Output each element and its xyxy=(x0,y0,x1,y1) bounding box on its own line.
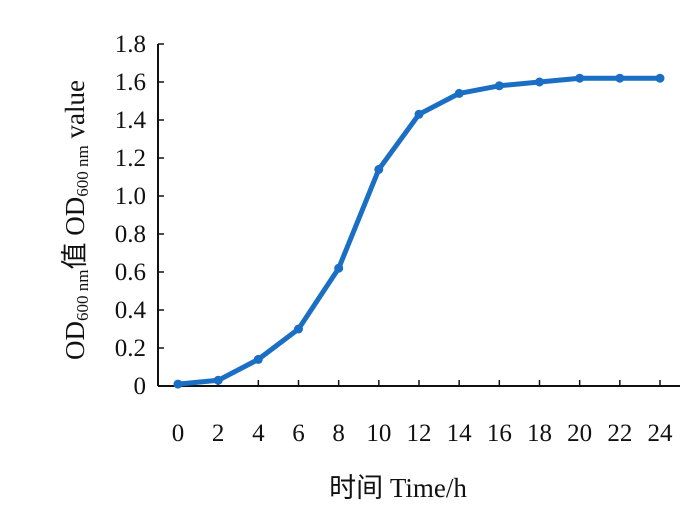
y-tick-label: 1.4 xyxy=(115,107,147,134)
x-tick-label: 20 xyxy=(567,420,592,447)
x-tick-label: 2 xyxy=(212,420,225,447)
data-point xyxy=(213,375,223,385)
y-axis-title-sub: 600 nm xyxy=(73,269,92,320)
data-point xyxy=(294,324,303,334)
data-point xyxy=(655,73,665,83)
series xyxy=(173,73,665,389)
y-tick-label: 1.8 xyxy=(115,31,146,58)
data-point xyxy=(575,73,585,83)
x-tick-label: 12 xyxy=(407,420,432,447)
x-tick-label: 14 xyxy=(447,420,473,447)
data-point xyxy=(535,77,544,87)
y-tick-label: 1.6 xyxy=(115,69,146,96)
ticks: 00.20.40.60.81.01.21.41.61.80 2 4 6 8 10 12 14 1… xyxy=(115,31,673,447)
y-tick-label: 0.4 xyxy=(115,297,147,324)
data-point xyxy=(253,354,263,364)
data-point xyxy=(414,109,424,119)
data-point xyxy=(334,263,344,273)
y-tick-label: 1.0 xyxy=(115,183,146,210)
axes xyxy=(157,44,680,387)
data-point xyxy=(615,73,625,83)
y-tick-label: 1.2 xyxy=(115,145,146,172)
data-point xyxy=(374,164,384,174)
y-axis-title-suffix: value xyxy=(60,80,90,145)
y-axis-title: OD600 nm值 OD600 nm value xyxy=(60,80,92,360)
y-tick-label: 0.8 xyxy=(115,221,146,248)
x-tick-label: 10 xyxy=(366,420,391,447)
x-tick-label: 16 xyxy=(487,420,512,447)
y-axis-title-prefix: OD xyxy=(60,321,90,360)
data-point xyxy=(494,81,504,91)
x-axis-title: 时间 Time/h xyxy=(329,473,467,503)
data-point xyxy=(454,88,464,98)
series-line xyxy=(175,75,663,387)
x-tick-label: 8 xyxy=(332,420,345,447)
x-tick-label: 0 xyxy=(172,420,185,447)
x-tick-label: 18 xyxy=(527,420,552,447)
y-tick-label: 0.6 xyxy=(115,259,146,286)
y-tick-label: 0 xyxy=(134,373,147,400)
y-axis-title-sub2: 600 nm xyxy=(73,145,92,196)
y-axis-title-middle: 值 OD xyxy=(60,197,90,270)
x-tick-label: 24 xyxy=(648,420,674,447)
y-tick-label: 0.2 xyxy=(115,335,146,362)
x-tick-label: 22 xyxy=(607,420,632,447)
data-point xyxy=(173,379,183,389)
x-tick-label: 4 xyxy=(252,420,265,447)
x-tick-label: 6 xyxy=(292,420,305,447)
